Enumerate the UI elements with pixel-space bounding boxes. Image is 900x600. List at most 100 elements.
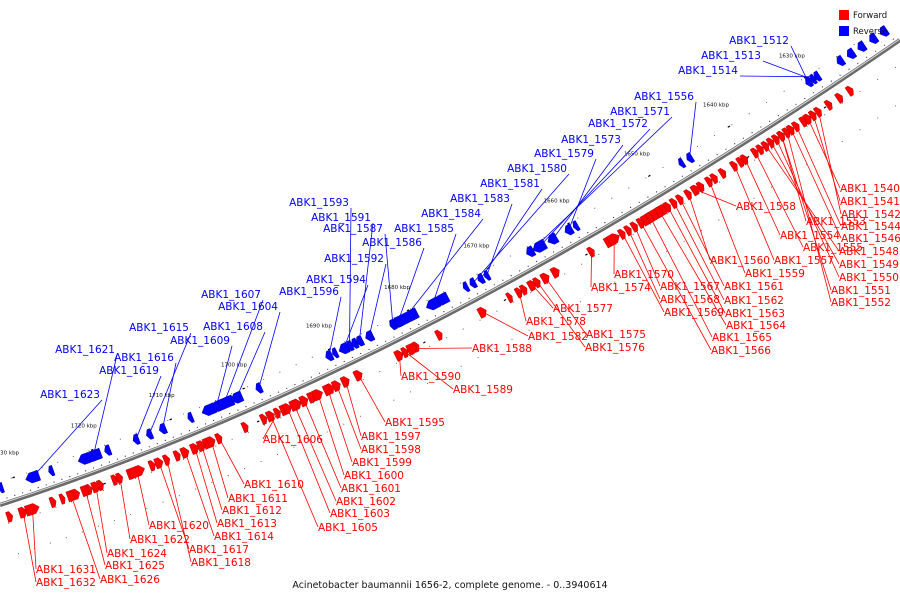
gene-arrow	[526, 245, 537, 258]
minor-tick	[237, 409, 239, 411]
guide-dot	[735, 208, 737, 210]
gene-arrow	[686, 151, 696, 164]
guide-dot	[509, 255, 511, 257]
guide-dot	[377, 325, 379, 327]
gene-arrow	[147, 460, 156, 472]
minor-tick	[37, 487, 39, 489]
leader-line	[236, 331, 266, 399]
guide-dot	[598, 253, 600, 255]
gene-label: ABK1_1614	[214, 531, 274, 543]
minor-tick	[164, 439, 166, 441]
gene-arrow	[114, 472, 123, 485]
minor-tick	[839, 74, 841, 76]
guide-dot	[199, 406, 201, 408]
guide-dot	[393, 399, 395, 401]
leader-line	[95, 486, 108, 554]
guide-dot	[645, 177, 647, 179]
tick-label: 1660 kbp	[544, 199, 570, 205]
guide-dot	[113, 519, 116, 522]
guide-dot	[841, 102, 843, 104]
guide-dot	[684, 202, 686, 204]
gene-arrow	[25, 469, 41, 484]
axis-highlight	[0, 38, 900, 505]
gene-label: ABK1_1607	[201, 289, 261, 301]
leader-line	[432, 233, 457, 305]
guide-dot	[247, 386, 249, 388]
guide-dot	[310, 439, 312, 441]
gene-arrow	[549, 267, 560, 279]
gene-label: ABK1_1624	[107, 548, 167, 560]
guide-dot	[17, 553, 20, 555]
gene-label: ABK1_1587	[323, 223, 383, 235]
gene-arrow	[339, 376, 350, 389]
guide-dot	[293, 446, 295, 448]
leader-line	[744, 158, 781, 236]
gene-label: ABK1_1590	[401, 371, 461, 383]
leader-line	[412, 347, 473, 349]
guide-dot	[445, 337, 447, 339]
legend-reverse: Reverse	[839, 26, 887, 37]
minor-tick	[857, 62, 859, 64]
gene-label: ABK1_1561	[724, 281, 784, 293]
leader-line	[287, 408, 331, 514]
guide-dot	[135, 432, 137, 434]
gene-label: ABK1_1595	[385, 417, 445, 429]
minor-tick	[29, 489, 32, 491]
gene-label: ABK1_1632	[36, 577, 96, 589]
minor-tick	[368, 348, 370, 351]
gene-arrow	[483, 269, 492, 281]
minor-tick	[561, 246, 563, 248]
gene-arrow	[188, 443, 199, 455]
minor-tick	[536, 260, 538, 263]
gene-label: ABK1_1562	[724, 295, 784, 307]
gene-label: ABK1_1569	[664, 307, 724, 319]
leader-line	[755, 152, 804, 248]
guide-dot	[511, 338, 513, 340]
gene-label: ABK1_1556	[634, 91, 694, 103]
guide-dot	[526, 246, 528, 248]
guide-dot	[215, 400, 217, 402]
major-tick	[169, 418, 173, 421]
minor-tick	[286, 387, 288, 389]
minor-tick	[385, 340, 387, 342]
legend: Forward Reverse	[839, 10, 887, 37]
guide-dot	[788, 137, 790, 139]
guide-dot	[443, 374, 445, 376]
minor-tick	[690, 170, 692, 172]
minor-tick	[253, 402, 255, 404]
guide-dot	[264, 424, 266, 426]
leader-line	[70, 495, 101, 580]
minor-tick	[69, 476, 71, 478]
guide-dot	[859, 90, 861, 92]
gene-label: ABK1_1611	[228, 493, 288, 505]
gene-arrow	[127, 465, 145, 480]
leader-line	[551, 144, 624, 240]
gene-arrow	[65, 490, 76, 503]
minor-tick	[318, 372, 321, 374]
guide-dot	[162, 501, 164, 503]
gene-arrow	[709, 173, 718, 185]
guide-dot	[178, 495, 180, 497]
guide-dot	[696, 145, 698, 147]
guide-dot	[8, 522, 10, 524]
gene-arrow	[255, 382, 264, 394]
gene-arrow	[639, 204, 669, 227]
guide-dot	[496, 310, 498, 312]
gene-arrow	[765, 137, 775, 149]
gene-arrow	[0, 481, 5, 494]
gene-arrow	[462, 281, 471, 293]
leader-line	[32, 399, 103, 478]
minor-tick	[269, 395, 271, 397]
guide-dot	[279, 371, 281, 373]
guide-dot	[260, 461, 262, 463]
guide-dot	[753, 197, 755, 199]
guide-dot	[104, 444, 106, 446]
guide-dot	[231, 393, 233, 395]
minor-tick	[751, 132, 753, 134]
gene-arrow	[310, 389, 323, 402]
gene-label: ABK1_1552	[831, 297, 891, 309]
major-tick-lower	[256, 420, 260, 423]
guide-dot	[118, 483, 120, 486]
guide-dot	[97, 525, 99, 527]
guide-dot	[412, 354, 414, 356]
